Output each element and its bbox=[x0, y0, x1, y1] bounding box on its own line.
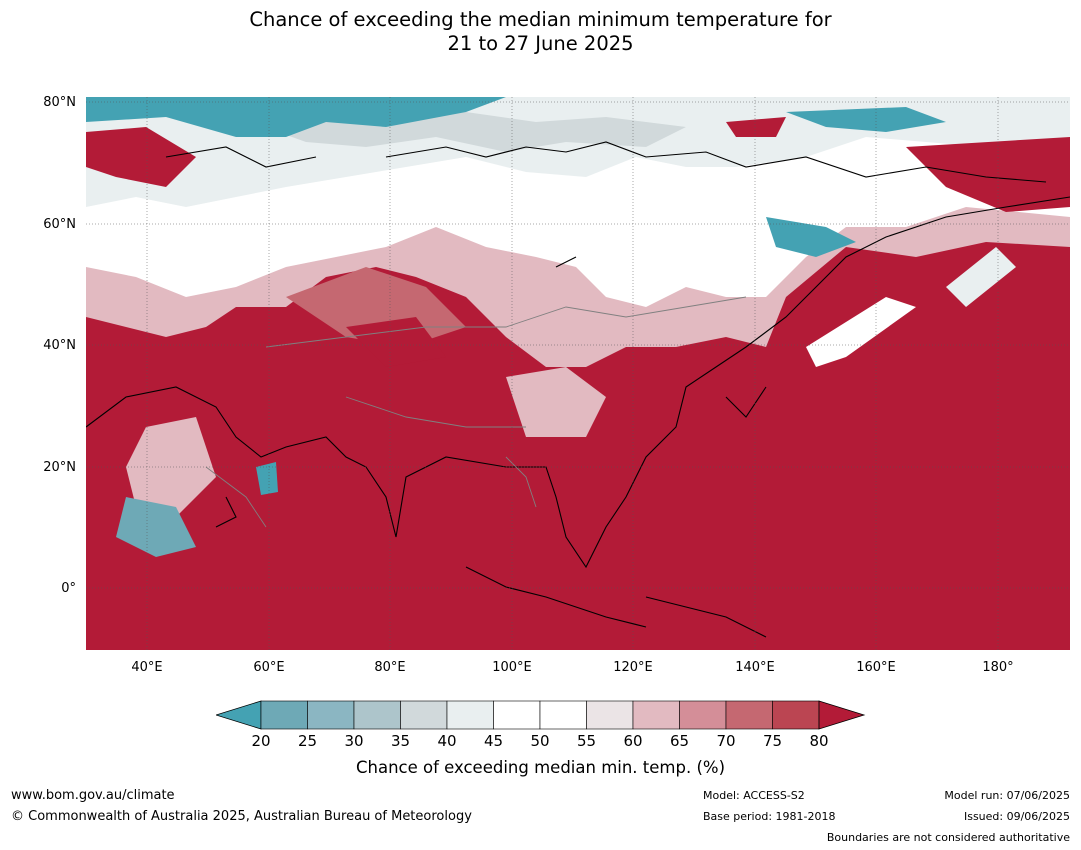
website-link[interactable]: www.bom.gov.au/climate bbox=[11, 788, 175, 803]
issued-text: Issued: 09/06/2025 bbox=[963, 810, 1070, 823]
title-line-2: 21 to 27 June 2025 bbox=[447, 32, 634, 55]
colorbar-tick-label: 45 bbox=[483, 732, 504, 750]
colorbar-swatch bbox=[493, 700, 541, 730]
copyright-text: © Commonwealth of Australia 2025, Austra… bbox=[11, 809, 472, 824]
colorbar-swatch-below-20 bbox=[214, 700, 262, 730]
lon-label-180: 180° bbox=[982, 660, 1014, 675]
colorbar-swatch bbox=[400, 700, 448, 730]
colorbar-swatches bbox=[214, 700, 866, 730]
lon-label-160e: 160°E bbox=[856, 660, 896, 675]
lat-label-0: 0° bbox=[61, 581, 76, 596]
lat-label-80n: 80°N bbox=[43, 95, 76, 110]
colorbar-tick-label: 75 bbox=[762, 732, 783, 750]
colorbar-swatch bbox=[353, 700, 401, 730]
colorbar-tick-label: 50 bbox=[530, 732, 550, 750]
lon-label-80e: 80°E bbox=[374, 660, 406, 675]
lon-label-40e: 40°E bbox=[131, 660, 163, 675]
lat-label-40n: 40°N bbox=[43, 338, 76, 353]
colorbar-swatch bbox=[260, 700, 308, 730]
colorbar-tick-label: 80 bbox=[809, 732, 829, 750]
lat-label-20n: 20°N bbox=[43, 460, 76, 475]
title-line-1: Chance of exceeding the median minimum t… bbox=[249, 8, 832, 31]
lon-label-120e: 120°E bbox=[613, 660, 653, 675]
lat-label-60n: 60°N bbox=[43, 217, 76, 232]
map-title: Chance of exceeding the median minimum t… bbox=[0, 8, 1081, 56]
colorbar-tick-label: 35 bbox=[390, 732, 411, 750]
colorbar-label: Chance of exceeding median min. temp. (%… bbox=[355, 758, 726, 777]
lon-label-140e: 140°E bbox=[735, 660, 775, 675]
colorbar-tick-label: 60 bbox=[623, 732, 643, 750]
colorbar-swatch bbox=[725, 700, 773, 730]
lon-label-60e: 60°E bbox=[253, 660, 285, 675]
colorbar-swatch bbox=[307, 700, 355, 730]
colorbar-tick-label: 30 bbox=[344, 732, 364, 750]
probability-map bbox=[86, 97, 1070, 650]
colorbar-swatch bbox=[632, 700, 680, 730]
model-run-text: Model run: 07/06/2025 bbox=[944, 789, 1070, 802]
colorbar-swatch bbox=[586, 700, 634, 730]
base-period-text: Base period: 1981-2018 bbox=[703, 810, 836, 823]
colorbar bbox=[214, 700, 866, 730]
colorbar-tick-label: 65 bbox=[669, 732, 690, 750]
colorbar-swatch bbox=[679, 700, 727, 730]
model-text: Model: ACCESS-S2 bbox=[703, 789, 805, 802]
colorbar-swatch-above-80 bbox=[818, 700, 866, 730]
disclaimer-text: Boundaries are not considered authoritat… bbox=[826, 831, 1070, 844]
colorbar-swatch bbox=[539, 700, 587, 730]
colorbar-tick-label: 70 bbox=[716, 732, 736, 750]
colorbar-tick-label: 55 bbox=[576, 732, 597, 750]
colorbar-tick-label: 40 bbox=[437, 732, 457, 750]
colorbar-tick-label: 25 bbox=[297, 732, 318, 750]
colorbar-swatch bbox=[772, 700, 820, 730]
map-canvas bbox=[86, 97, 1070, 650]
colorbar-swatch bbox=[446, 700, 494, 730]
lon-label-100e: 100°E bbox=[492, 660, 532, 675]
colorbar-tick-label: 20 bbox=[251, 732, 271, 750]
